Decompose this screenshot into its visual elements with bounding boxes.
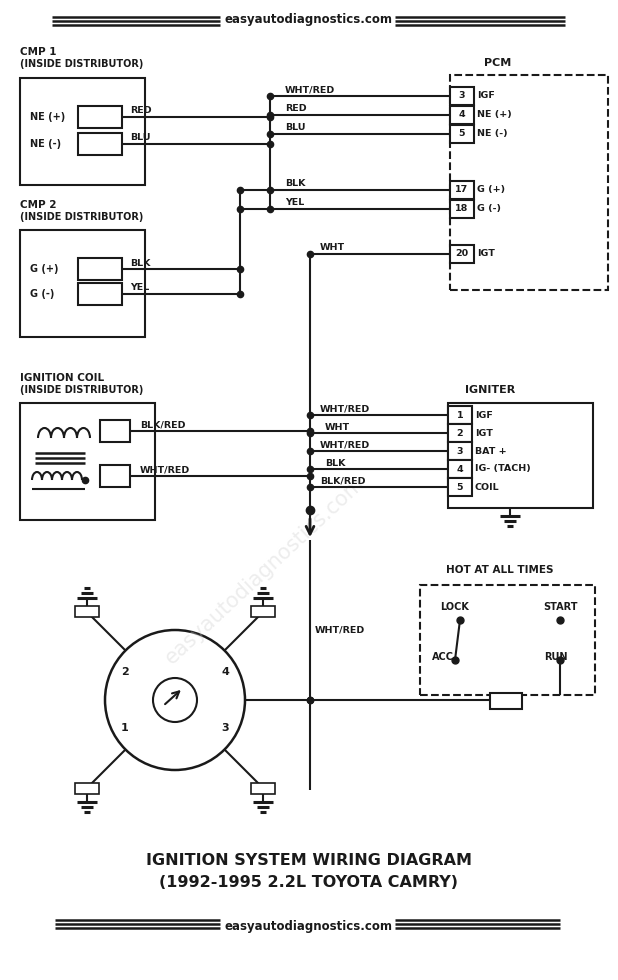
Text: IGF: IGF: [475, 411, 493, 419]
Text: WHT/RED: WHT/RED: [315, 625, 365, 634]
Text: (1992-1995 2.2L TOYOTA CAMRY): (1992-1995 2.2L TOYOTA CAMRY): [159, 874, 459, 890]
Bar: [75, 606, 99, 617]
Text: RED: RED: [285, 105, 307, 114]
Text: CMP 1: CMP 1: [20, 47, 56, 57]
Bar: [450, 125, 474, 143]
Text: G (+): G (+): [30, 264, 59, 274]
Text: 3: 3: [459, 91, 465, 101]
Bar: [450, 87, 474, 105]
Text: IGNITER: IGNITER: [465, 385, 515, 395]
Text: 1: 1: [121, 723, 129, 733]
Text: 4: 4: [459, 111, 465, 120]
Text: NE (-): NE (-): [30, 139, 61, 149]
Text: (INSIDE DISTRIBUTOR): (INSIDE DISTRIBUTOR): [20, 385, 143, 395]
Text: G (+): G (+): [477, 185, 505, 194]
Text: YEL: YEL: [130, 283, 150, 292]
Bar: [100, 465, 130, 487]
Text: BLK: BLK: [130, 259, 150, 268]
Bar: [78, 258, 122, 280]
Text: BLK/RED: BLK/RED: [140, 420, 185, 429]
Text: 2: 2: [121, 667, 129, 677]
Bar: [75, 783, 99, 794]
Text: 4: 4: [221, 667, 229, 677]
Text: WHT: WHT: [325, 422, 350, 431]
Text: IGT: IGT: [477, 250, 495, 259]
Text: PCM: PCM: [485, 58, 512, 68]
Bar: [20, 230, 145, 337]
Bar: [20, 403, 155, 520]
Text: CMP 2: CMP 2: [20, 200, 56, 210]
Text: easyautodiagnostics.com: easyautodiagnostics.com: [225, 919, 393, 933]
Circle shape: [153, 678, 197, 722]
Text: (INSIDE DISTRIBUTOR): (INSIDE DISTRIBUTOR): [20, 59, 143, 69]
Bar: [252, 606, 276, 617]
Text: LOCK: LOCK: [440, 602, 469, 612]
Text: 2: 2: [457, 428, 464, 437]
Text: NE (-): NE (-): [477, 129, 507, 138]
Bar: [448, 442, 472, 460]
Text: WHT/RED: WHT/RED: [140, 466, 190, 474]
Bar: [448, 406, 472, 424]
Text: IG- (TACH): IG- (TACH): [475, 465, 531, 473]
Bar: [448, 478, 472, 496]
Bar: [450, 75, 608, 290]
Text: IGT: IGT: [475, 428, 493, 437]
Text: easyautodiagnostics.com: easyautodiagnostics.com: [225, 14, 393, 26]
Bar: [20, 78, 145, 185]
Text: 18: 18: [455, 205, 468, 214]
Text: IGF: IGF: [477, 91, 495, 101]
Text: WHT/RED: WHT/RED: [320, 440, 370, 450]
Bar: [450, 245, 474, 263]
Text: 1: 1: [457, 411, 464, 419]
Text: (INSIDE DISTRIBUTOR): (INSIDE DISTRIBUTOR): [20, 212, 143, 222]
Text: ACC: ACC: [432, 652, 454, 662]
Text: BLK/RED: BLK/RED: [320, 476, 365, 485]
Bar: [448, 403, 593, 508]
Bar: [450, 181, 474, 199]
Text: 5: 5: [459, 129, 465, 138]
Text: IGNITION COIL: IGNITION COIL: [20, 373, 104, 383]
Text: BAT +: BAT +: [475, 447, 507, 456]
Text: 3: 3: [457, 447, 464, 456]
Text: 4: 4: [457, 465, 464, 473]
Bar: [252, 783, 276, 794]
Bar: [448, 424, 472, 442]
Bar: [100, 420, 130, 442]
Text: G (-): G (-): [30, 289, 54, 299]
Text: 3: 3: [221, 723, 229, 733]
Bar: [420, 585, 595, 695]
Text: easyautodiagnostics.com: easyautodiagnostics.com: [161, 472, 369, 667]
Text: BLU: BLU: [130, 133, 151, 142]
Bar: [450, 106, 474, 124]
Bar: [448, 460, 472, 478]
Text: BLU: BLU: [285, 123, 305, 132]
Text: BLK: BLK: [285, 179, 305, 188]
Text: NE (+): NE (+): [30, 112, 66, 122]
Text: NE (+): NE (+): [477, 111, 512, 120]
Text: WHT: WHT: [320, 243, 345, 253]
Text: G (-): G (-): [477, 205, 501, 214]
Bar: [450, 200, 474, 218]
Text: START: START: [543, 602, 577, 612]
Text: HOT AT ALL TIMES: HOT AT ALL TIMES: [446, 565, 554, 575]
Text: YEL: YEL: [285, 199, 304, 208]
Text: BLK: BLK: [325, 459, 345, 467]
Text: WHT/RED: WHT/RED: [320, 405, 370, 414]
Text: WHT/RED: WHT/RED: [285, 85, 335, 94]
Text: COIL: COIL: [475, 482, 499, 492]
Text: RED: RED: [130, 107, 151, 116]
Text: 5: 5: [457, 482, 464, 492]
Text: RUN: RUN: [544, 652, 567, 662]
Text: IGNITION SYSTEM WIRING DIAGRAM: IGNITION SYSTEM WIRING DIAGRAM: [146, 853, 472, 867]
Bar: [490, 693, 522, 709]
Text: 20: 20: [455, 250, 468, 259]
Text: 17: 17: [455, 185, 468, 194]
Bar: [78, 283, 122, 305]
Bar: [78, 133, 122, 155]
Bar: [78, 106, 122, 128]
